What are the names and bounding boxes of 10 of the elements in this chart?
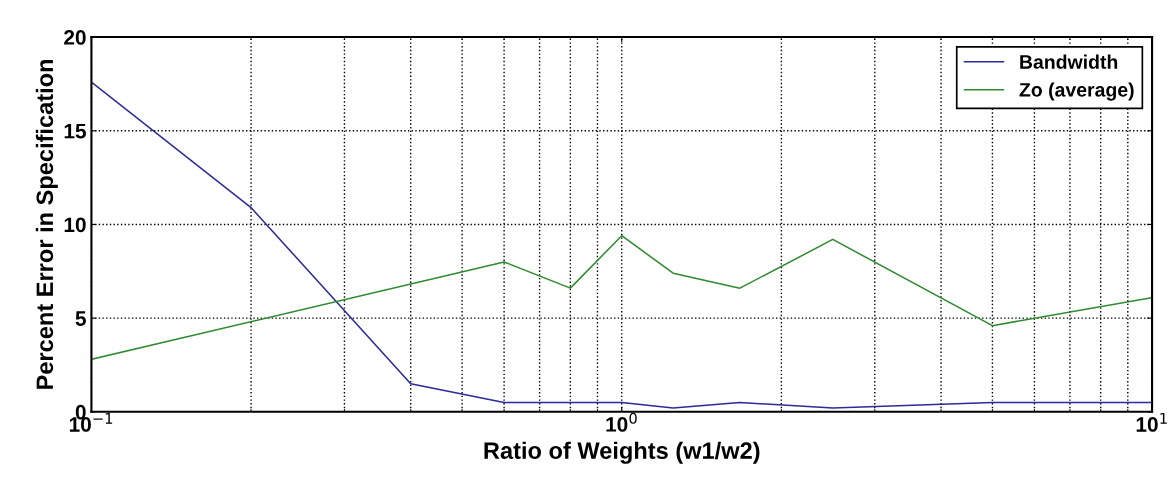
x-tick-label: 10$^{1}$ <box>1136 413 1167 432</box>
legend-label: Bandwidth <box>1020 54 1118 69</box>
y-tick-label: 10 <box>64 217 86 233</box>
x-tick-label: 10$^{0}$ <box>606 412 637 432</box>
x-axis-title: Ratio of Weights (w1/w2) <box>484 441 760 464</box>
y-tick-label: 5 <box>75 311 86 326</box>
legend-label: Zo (average) <box>1019 82 1134 101</box>
y-axis-title: Percent Error in Specification <box>35 59 58 389</box>
y-tick-label: 20 <box>64 30 86 45</box>
y-tick-label: 15 <box>64 123 86 139</box>
